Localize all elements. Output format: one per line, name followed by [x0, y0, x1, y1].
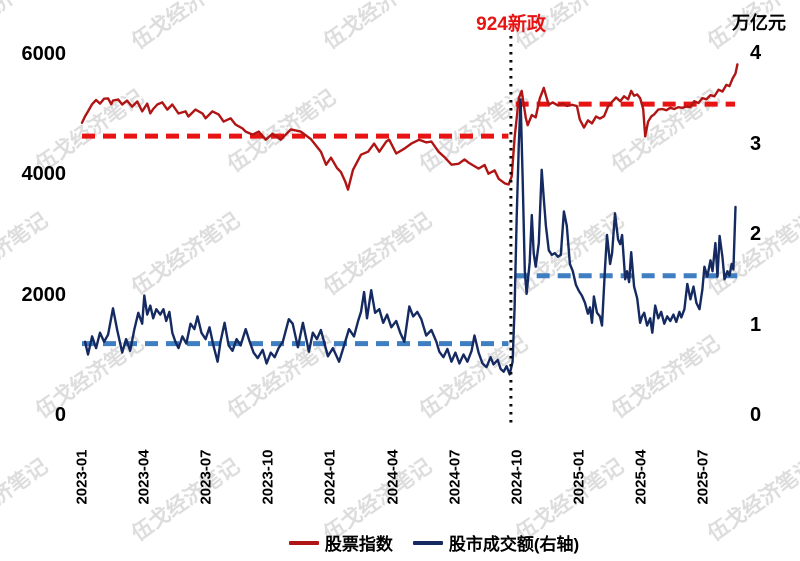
y-right-tick-4: 4 [750, 42, 762, 65]
event-title: 924新政 [476, 14, 546, 35]
legend: 股票指数 股市成交额(右轴) [0, 530, 800, 555]
y-left-tick-0: 0 [54, 404, 66, 427]
x-tick-2024-07: 2024-07 [446, 449, 464, 505]
x-tick-2023-01: 2023-01 [73, 449, 91, 505]
y-right-tick-2: 2 [750, 223, 762, 246]
stock-index-line [80, 63, 739, 191]
y-right-tick-3: 3 [750, 132, 762, 155]
y-right-tick-0: 0 [750, 404, 762, 427]
x-tick-2023-10: 2023-10 [259, 449, 277, 505]
x-tick-2023-07: 2023-07 [197, 449, 215, 505]
turnover-line [83, 98, 737, 376]
y-right-tick-1: 1 [750, 313, 762, 336]
legend-item-turnover: 股市成交额(右轴) [412, 530, 580, 555]
right-axis-unit-label: 万亿元 [732, 13, 786, 33]
y-left-tick-4000: 4000 [21, 163, 67, 186]
x-tick-2024-01: 2024-01 [321, 449, 339, 505]
turnover-legend-label: 股市成交额(右轴) [448, 535, 580, 554]
stock-index-line-swatch [288, 540, 319, 545]
x-tick-2025-01: 2025-01 [570, 449, 588, 505]
y-left-tick-6000: 6000 [21, 42, 67, 65]
legend-item-stock-index: 股票指数 [288, 530, 393, 555]
x-tick-2024-04: 2024-04 [384, 449, 401, 505]
x-tick-2025-07: 2025-07 [694, 449, 712, 505]
x-tick-2024-10: 2024-10 [508, 449, 526, 505]
stock-index-legend-label: 股票指数 [324, 535, 393, 554]
turnover-line-swatch [412, 540, 443, 545]
x-tick-2023-04: 2023-04 [135, 449, 153, 505]
y-left-tick-2000: 2000 [21, 283, 67, 306]
x-tick-2025-04: 2025-04 [632, 449, 650, 505]
